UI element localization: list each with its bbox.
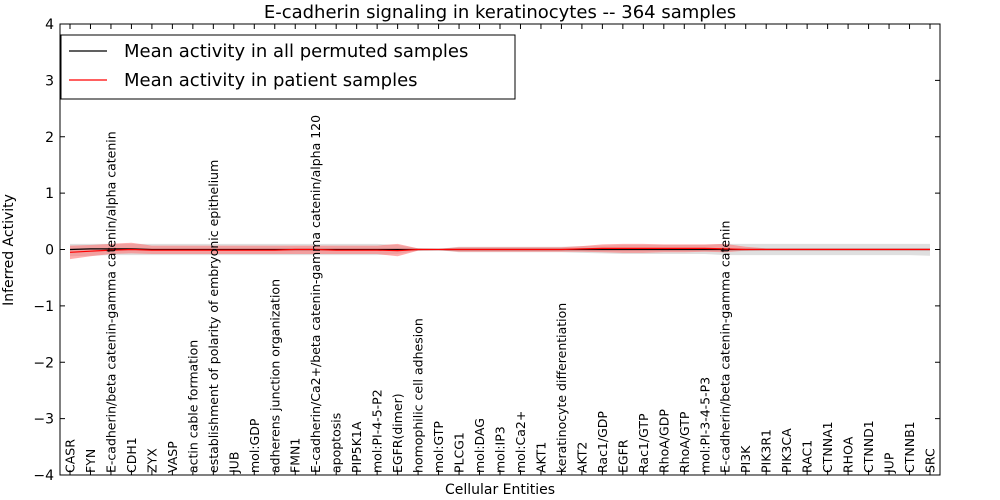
x-tick-label: keratinocyte differentiation [554,303,569,473]
x-tick-label: actin cable formation [185,340,200,473]
x-tick-label: mol:PI-3-4-5-P3 [697,377,712,473]
y-tick-label: 4 [45,17,54,33]
y-tick-label: −4 [33,468,54,484]
x-tick-label: PIP5K1A [349,421,364,473]
x-tick-label: PIK3CA [779,428,794,473]
x-tick-label: adherens junction organization [267,279,282,473]
x-tick-label: RhoA/GDP [656,409,671,473]
x-tick-label: mol:Ca2+ [513,411,528,473]
x-tick-label: RHOA [841,436,856,473]
y-tick-label: −3 [33,412,54,428]
x-tick-label: E-cadherin/Ca2+/beta catenin-gamma caten… [308,115,323,473]
x-tick-label: CTNNB1 [902,421,917,473]
x-axis-label: Cellular Entities [445,482,555,498]
x-tick-label: mol:DAG [472,418,487,473]
x-tick-label: JUP [882,452,897,474]
x-tick-label: homophilic cell adhesion [411,318,426,473]
series-band-1 [70,242,930,260]
x-tick-label: VASP [165,441,180,473]
x-tick-label: mol:GTP [431,421,446,473]
x-tick-label: RhoA/GTP [677,411,692,473]
x-tick-label: Rac1/GDP [595,411,610,473]
x-tick-label: AKT2 [574,442,589,473]
y-axis-label: Inferred Activity [1,194,17,306]
x-tick-label: PIK3R1 [759,429,774,473]
x-tick-label: mol:GDP [247,418,262,473]
y-tick-label: −2 [33,355,54,371]
x-tick-label: JUB [226,452,241,474]
y-tick-label: 1 [45,186,54,202]
x-tick-label: mol:PI-4-5-P2 [370,389,385,473]
x-tick-label: establishment of polarity of embryonic e… [206,160,221,473]
x-tick-label: apoptosis [329,413,344,473]
legend: Mean activity in all permuted samples Mea… [60,34,516,100]
x-tick-label: CASR [63,439,78,473]
x-tick-label: RAC1 [800,440,815,473]
x-tick-label: FMN1 [288,438,303,473]
x-tick-label: mol:IP3 [493,426,508,473]
plot-area: 4 3 2 1 0 −1 −2 −3 −4 CASR FYN E-cadherin/beta cate… [33,17,941,484]
x-tick-label: FYN [83,449,98,473]
x-tick-label: AKT1 [534,442,549,473]
legend-box [60,34,516,100]
x-tick-label: EGFR(dimer) [390,393,405,473]
x-tick-label: CTNNA1 [820,421,835,473]
y-tick-label: 3 [45,73,54,89]
x-tick-label: CTNND1 [861,420,876,473]
y-tick-label: 2 [45,130,54,146]
legend-label-1: Mean activity in patient samples [124,70,418,91]
x-tick-label: CDH1 [124,437,139,473]
x-tick-label: EGFR [615,439,630,473]
y-tick-label: −1 [33,299,54,315]
x-tick-label: PI3K [738,445,753,473]
x-tick-label: Rac1/GTP [636,413,651,473]
chart-title: E-cadherin signaling in keratinocytes --… [264,2,736,23]
y-tick-label: 0 [45,243,54,259]
x-tick-label: ZYX [144,448,159,473]
x-tick-label: SRC [923,448,938,473]
series-line-1 [69,247,930,253]
x-tick-label: E-cadherin/beta catenin-gamma catenin/al… [104,131,119,473]
legend-label-0: Mean activity in all permuted samples [124,41,468,62]
x-tick-label: PLCG1 [452,432,467,473]
x-tick-label: E-cadherin/beta catenin-gamma catenin [718,221,733,473]
